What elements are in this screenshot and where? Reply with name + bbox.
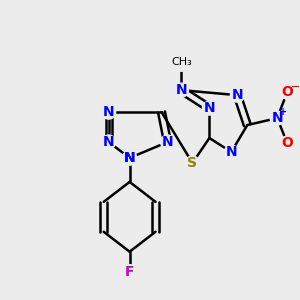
Circle shape — [224, 145, 238, 159]
Circle shape — [102, 135, 116, 149]
Text: +: + — [279, 107, 287, 117]
Circle shape — [230, 88, 244, 102]
Text: N: N — [124, 151, 135, 165]
Circle shape — [123, 151, 136, 165]
Text: N: N — [162, 135, 173, 149]
Text: O: O — [281, 85, 293, 99]
Circle shape — [123, 151, 136, 165]
Circle shape — [172, 53, 190, 71]
Text: O: O — [281, 136, 293, 150]
Text: N: N — [103, 135, 115, 149]
Circle shape — [102, 105, 116, 119]
Text: N: N — [124, 151, 135, 165]
Text: S: S — [188, 156, 197, 170]
Text: N: N — [272, 111, 283, 125]
Circle shape — [280, 136, 294, 150]
Text: N: N — [176, 83, 187, 97]
Text: N: N — [204, 101, 215, 115]
Circle shape — [175, 83, 188, 97]
Text: N: N — [226, 145, 237, 159]
Text: F: F — [125, 265, 134, 279]
Text: N: N — [232, 88, 243, 102]
Text: N: N — [103, 105, 115, 119]
Circle shape — [202, 101, 216, 115]
Text: CH₃: CH₃ — [171, 57, 192, 67]
Circle shape — [123, 265, 136, 279]
Circle shape — [160, 135, 175, 149]
Circle shape — [185, 156, 200, 170]
Circle shape — [280, 85, 294, 99]
Text: −: − — [290, 82, 300, 92]
Circle shape — [270, 111, 284, 125]
